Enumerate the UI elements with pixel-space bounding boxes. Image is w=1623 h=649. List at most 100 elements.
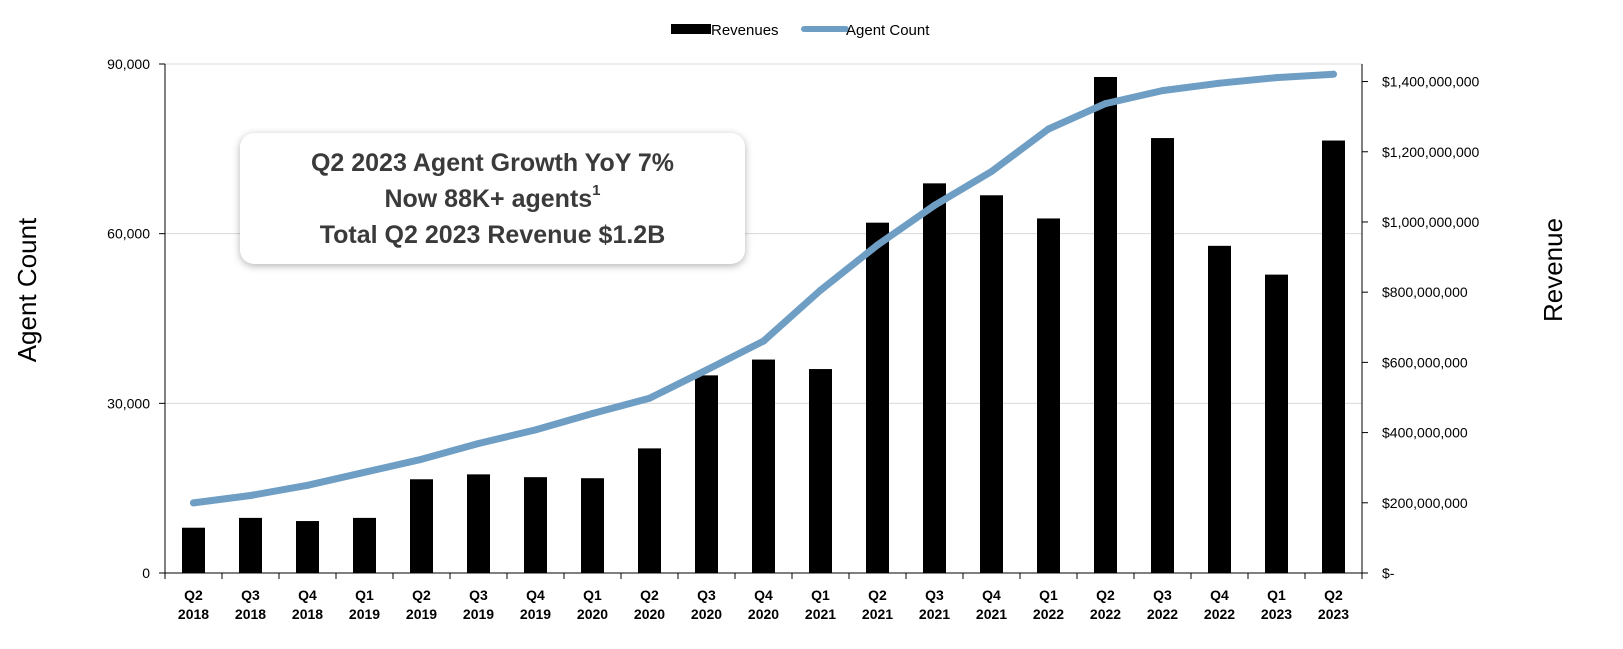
right-tick-label-2: $400,000,000 bbox=[1382, 425, 1468, 441]
x-tick-label-year-2: 2018 bbox=[292, 606, 323, 622]
x-tick-label-quarter-14: Q4 bbox=[982, 587, 1001, 603]
agent-count-point-11 bbox=[817, 286, 824, 294]
agent-count-point-14 bbox=[988, 167, 995, 175]
agent-count-point-4 bbox=[418, 455, 425, 463]
revenue-bar-13 bbox=[923, 183, 946, 573]
revenue-bar-2 bbox=[296, 521, 319, 573]
x-tick-label-quarter-3: Q1 bbox=[355, 587, 374, 603]
x-tick-label-year-7: 2020 bbox=[577, 606, 608, 622]
agent-count-point-9 bbox=[703, 366, 710, 374]
right-tick-label-0: $- bbox=[1382, 565, 1395, 581]
left-tick-label-3: 90,000 bbox=[107, 56, 150, 72]
agent-count-point-18 bbox=[1216, 79, 1223, 87]
x-tick-label-quarter-0: Q2 bbox=[184, 587, 203, 603]
x-tick-label-quarter-18: Q4 bbox=[1210, 587, 1229, 603]
revenue-bar-15 bbox=[1037, 218, 1060, 573]
legend-label-revenues: Revenues bbox=[711, 22, 779, 39]
x-tick-label-quarter-19: Q1 bbox=[1267, 587, 1286, 603]
revenue-bar-0 bbox=[182, 527, 205, 573]
revenue-bar-7 bbox=[581, 478, 604, 573]
x-tick-label-quarter-10: Q4 bbox=[754, 587, 773, 603]
x-axis-ticks: Q2 2018 Q3 2018 Q4 2018 Q1 2019 Q2 2019 Q3 2019 Q4 20… bbox=[178, 587, 1349, 622]
agent-count-point-6 bbox=[532, 426, 539, 434]
revenue-bar-5 bbox=[467, 474, 490, 573]
right-tick-label-5: $1,000,000,000 bbox=[1382, 214, 1480, 230]
agent-count-point-16 bbox=[1102, 100, 1109, 108]
x-tick-label-year-5: 2019 bbox=[463, 606, 494, 622]
annotation-line-2: Now 88K+ agents1 bbox=[384, 181, 600, 217]
x-tick-label-year-15: 2022 bbox=[1033, 606, 1064, 622]
x-tick-label-quarter-13: Q3 bbox=[925, 587, 944, 603]
right-axis-title: Revenue bbox=[1538, 218, 1568, 322]
x-tick-label-quarter-15: Q1 bbox=[1039, 587, 1058, 603]
x-tick-label-quarter-11: Q1 bbox=[811, 587, 830, 603]
agent-count-point-19 bbox=[1273, 74, 1280, 82]
x-tick-label-quarter-2: Q4 bbox=[298, 587, 317, 603]
revenue-bar-3 bbox=[353, 517, 376, 573]
revenue-bar-16 bbox=[1094, 76, 1117, 573]
agent-count-point-15 bbox=[1045, 125, 1052, 133]
agent-count-point-0 bbox=[190, 499, 197, 507]
agent-count-line bbox=[190, 70, 1337, 507]
legend-swatch-revenues bbox=[671, 24, 711, 34]
x-tick-label-year-18: 2022 bbox=[1204, 606, 1235, 622]
revenue-bars bbox=[182, 76, 1345, 573]
revenue-bar-4 bbox=[410, 479, 433, 573]
x-tick-label-year-12: 2021 bbox=[862, 606, 893, 622]
x-tick-label-quarter-20: Q2 bbox=[1324, 587, 1343, 603]
x-tick-label-year-8: 2020 bbox=[634, 606, 665, 622]
x-tick-label-quarter-6: Q4 bbox=[526, 587, 545, 603]
x-tick-label-year-9: 2020 bbox=[691, 606, 722, 622]
revenue-bar-8 bbox=[638, 448, 661, 573]
x-tick-label-year-3: 2019 bbox=[349, 606, 380, 622]
agent-count-point-2 bbox=[304, 481, 311, 489]
revenue-bar-11 bbox=[809, 369, 832, 573]
right-tick-label-1: $200,000,000 bbox=[1382, 495, 1468, 511]
right-tick-label-3: $600,000,000 bbox=[1382, 354, 1468, 370]
annotation-line-2-text: Now 88K+ agents bbox=[384, 184, 593, 213]
x-tick-label-year-1: 2018 bbox=[235, 606, 266, 622]
x-tick-label-year-17: 2022 bbox=[1147, 606, 1178, 622]
annotation-line-3: Total Q2 2023 Revenue $1.2B bbox=[319, 220, 666, 249]
revenue-bar-18 bbox=[1208, 245, 1231, 573]
legend-label-agent-count: Agent Count bbox=[846, 22, 930, 39]
legend: Revenues Agent Count bbox=[671, 22, 930, 39]
revenue-bar-19 bbox=[1265, 274, 1288, 573]
revenue-bar-6 bbox=[524, 477, 547, 573]
x-tick-label-year-6: 2019 bbox=[520, 606, 551, 622]
agent-count-point-20 bbox=[1330, 70, 1337, 78]
agent-count-point-5 bbox=[475, 439, 482, 447]
x-tick-label-quarter-7: Q1 bbox=[583, 587, 602, 603]
revenue-bar-14 bbox=[980, 195, 1003, 573]
agent-count-point-10 bbox=[760, 337, 767, 345]
left-axis-ticks: 0 30,000 60,000 90,000 bbox=[107, 56, 150, 581]
x-tick-label-year-11: 2021 bbox=[805, 606, 836, 622]
annotation-line-1: Q2 2023 Agent Growth YoY 7% bbox=[310, 148, 675, 177]
agent-count-point-12 bbox=[874, 241, 881, 249]
annotation-footnote-mark: 1 bbox=[592, 182, 601, 200]
x-tick-label-quarter-16: Q2 bbox=[1096, 587, 1115, 603]
x-tick-label-quarter-8: Q2 bbox=[640, 587, 659, 603]
left-tick-label-2: 60,000 bbox=[107, 226, 150, 242]
agent-count-point-8 bbox=[646, 394, 653, 402]
right-tick-label-6: $1,200,000,000 bbox=[1382, 144, 1480, 160]
right-tick-label-7: $1,400,000,000 bbox=[1382, 74, 1480, 90]
agent-count-point-7 bbox=[589, 410, 596, 418]
x-tick-label-year-4: 2019 bbox=[406, 606, 437, 622]
x-tick-label-quarter-5: Q3 bbox=[469, 587, 488, 603]
left-tick-label-1: 30,000 bbox=[107, 395, 150, 411]
x-tick-label-quarter-4: Q2 bbox=[412, 587, 431, 603]
annotation-callout: Q2 2023 Agent Growth YoY 7% Now 88K+ age… bbox=[240, 133, 745, 264]
revenue-bar-17 bbox=[1151, 138, 1174, 573]
x-tick-label-year-16: 2022 bbox=[1090, 606, 1121, 622]
x-tick-label-year-14: 2021 bbox=[976, 606, 1007, 622]
agent-count-point-17 bbox=[1159, 87, 1166, 95]
right-axis-ticks: $- $200,000,000 $400,000,000 $600,000,000 $8… bbox=[1382, 74, 1480, 581]
revenue-bar-9 bbox=[695, 375, 718, 573]
x-tick-label-year-0: 2018 bbox=[178, 606, 209, 622]
x-tick-label-year-20: 2023 bbox=[1318, 606, 1349, 622]
x-tick-label-year-10: 2020 bbox=[748, 606, 779, 622]
revenue-bar-12 bbox=[866, 222, 889, 573]
agent-count-point-13 bbox=[931, 201, 938, 209]
